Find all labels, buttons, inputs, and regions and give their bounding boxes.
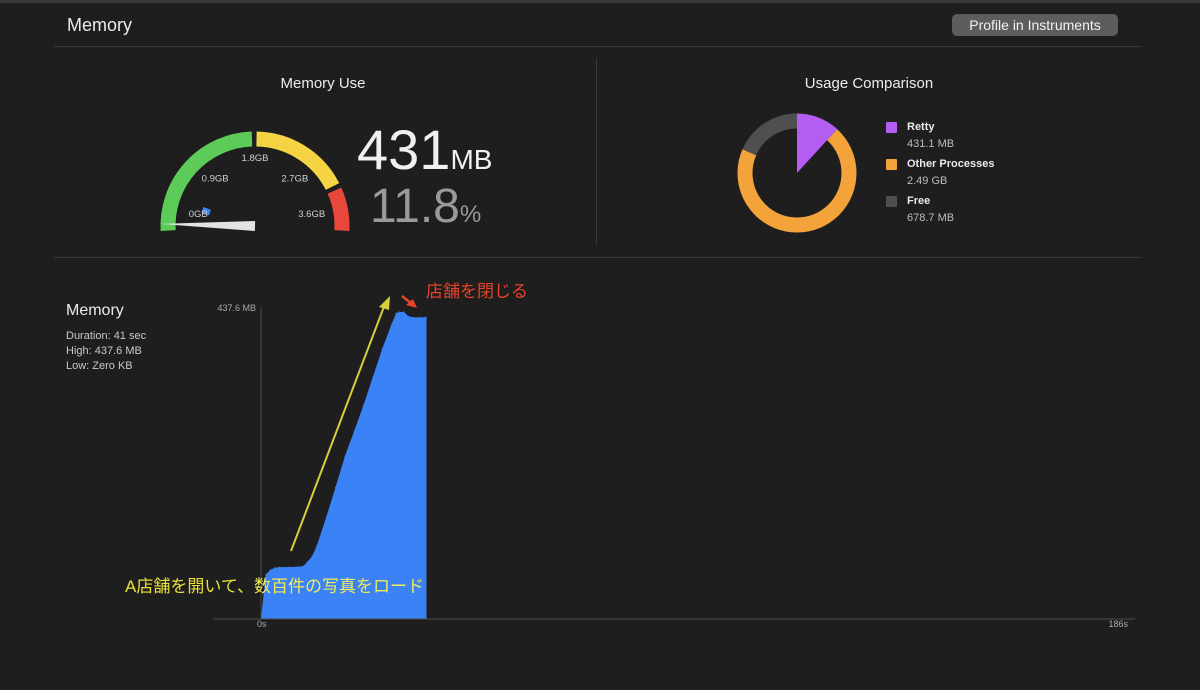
- legend-swatch-other-processes: [886, 159, 897, 170]
- page-title: Memory: [67, 15, 133, 35]
- legend-swatch-free: [886, 196, 897, 207]
- memory-use-percent-number: 11.8: [370, 180, 460, 233]
- profile-in-instruments-button[interactable]: Profile in Instruments: [952, 14, 1118, 36]
- memory-data-point: [269, 569, 271, 571]
- gauge-segment-high: [327, 187, 350, 231]
- memory-data-point: [325, 516, 327, 518]
- memory-data-point: [418, 316, 421, 318]
- gauge-tick-label: 0GB: [189, 209, 208, 220]
- memory-gauge: 0GB 0.9GB 1.8GB 2.7GB 3.6GB: [160, 131, 350, 231]
- legend-name: Free: [907, 195, 931, 207]
- loading-trend-arrow: [290, 303, 386, 552]
- memory-data-point: [362, 404, 365, 406]
- loading-trend-arrowhead: [379, 296, 390, 310]
- memory-data-point: [372, 376, 374, 378]
- memory-use-value: 431MB: [357, 122, 492, 178]
- x-end-tick-label: 186s: [1108, 619, 1128, 629]
- memory-data-point: [390, 323, 393, 325]
- memory-data-point: [381, 348, 383, 350]
- open-store-annotation-suffix: 数百件の写真をロード: [254, 577, 424, 596]
- memory-data-point: [353, 430, 355, 432]
- donut-slice-retty: [797, 113, 838, 173]
- gauge-segment-low: [160, 131, 253, 231]
- memory-data-point: [425, 316, 428, 318]
- memory-data-point: [288, 566, 290, 568]
- memory-data-point: [407, 315, 409, 317]
- legend-name: Other Processes: [907, 158, 995, 170]
- gauge-tick-label: 0.9GB: [202, 174, 229, 185]
- gauge-needle: [160, 221, 256, 231]
- close-store-arrowhead: [406, 299, 417, 308]
- memory-use-unit: MB: [450, 144, 493, 175]
- memory-data-point: [403, 311, 405, 313]
- open-store-annotation-prefix: A店舗を開いて、: [125, 577, 254, 596]
- memory-data-point: [334, 486, 337, 488]
- memory-area-series: [261, 312, 427, 619]
- memory-data-point: [279, 566, 281, 568]
- legend-value: 2.49 GB: [907, 175, 948, 187]
- legend-name: Retty: [907, 121, 935, 133]
- memory-data-point: [316, 544, 318, 546]
- gauge-tick-label: 1.8GB: [242, 153, 269, 164]
- high-stat: High: 437.6 MB: [66, 345, 142, 357]
- section-divider-horizontal: [54, 257, 1141, 258]
- memory-data-point: [411, 316, 414, 318]
- memory-data-point: [398, 311, 401, 313]
- legend-swatch-retty: [886, 122, 897, 133]
- gauge-tick-label: 2.7GB: [281, 174, 308, 185]
- donut-slice-other-processes: [737, 113, 857, 233]
- memory-use-title: Memory Use: [280, 75, 366, 92]
- header-divider: [54, 46, 1141, 47]
- window-top-border: [0, 0, 1200, 3]
- close-store-annotation: 店舗を閉じる: [426, 282, 528, 301]
- memory-use-number: 431: [357, 118, 451, 181]
- memory-data-point: [423, 316, 425, 318]
- memory-data-point: [274, 567, 276, 569]
- memory-data-point: [344, 455, 346, 457]
- legend-value: 678.7 MB: [907, 212, 955, 224]
- usage-donut-chart: [737, 113, 857, 233]
- y-max-tick-label: 437.6 MB: [217, 303, 256, 313]
- legend-value: 431.1 MB: [907, 138, 955, 150]
- section-divider: [596, 58, 597, 244]
- x-start-tick-label: 0s: [257, 619, 267, 629]
- memory-data-point: [307, 560, 309, 563]
- memory-data-point: [395, 312, 397, 314]
- memory-data-point: [302, 565, 304, 567]
- timeline-title: Memory: [66, 302, 124, 319]
- usage-comparison-title: Usage Comparison: [804, 75, 934, 92]
- memory-data-point: [265, 574, 267, 576]
- gauge-current-marker: [201, 206, 211, 216]
- open-store-annotation: A店舗を開いて、数百件の写真をロード: [125, 577, 424, 596]
- low-stat: Low: Zero KB: [66, 360, 133, 372]
- memory-use-percent: 11.8%: [370, 183, 481, 231]
- memory-use-percent-unit: %: [459, 201, 482, 228]
- duration-stat: Duration: 41 sec: [66, 330, 147, 342]
- gauge-tick-label: 3.6GB: [298, 209, 325, 220]
- gauge-segment-mid: [256, 131, 340, 191]
- memory-data-point: [311, 555, 313, 557]
